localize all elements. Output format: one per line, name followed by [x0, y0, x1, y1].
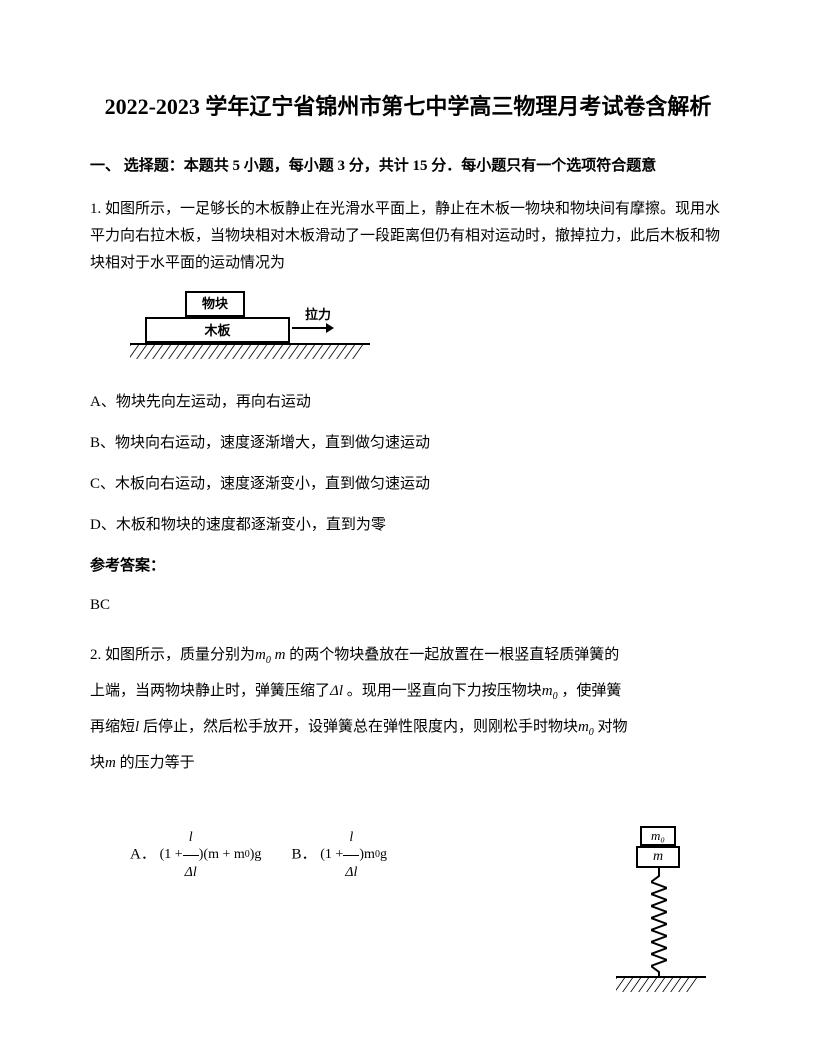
q1-option-c: C、木板向右运动，速度逐渐变小，直到做匀速运动 — [90, 471, 726, 498]
block-top: 物块 — [185, 291, 245, 317]
section-header: 一、 选择题：本题共 5 小题，每小题 3 分，共计 15 分．每小题只有一个选… — [90, 153, 726, 180]
q1-answer: BC — [90, 592, 726, 619]
block-bottom: 木板 — [145, 317, 290, 343]
q1-text: 1. 如图所示，一足够长的木板静止在光滑水平面上，静止在木板一物块和物块间有摩擦… — [90, 196, 726, 277]
force-arrow — [292, 327, 332, 329]
q1-option-a: A、物块先向左运动，再向右运动 — [90, 389, 726, 416]
spring-icon — [651, 868, 667, 978]
spring-block-m: m — [636, 846, 680, 868]
answer-label: 参考答案： — [90, 553, 726, 580]
force-label: 拉力 — [305, 303, 331, 326]
var-m0-2: m0 — [542, 683, 558, 699]
var-m0: m0 — [255, 647, 271, 663]
q2-option-a: A． (1 + lΔl)(m + m0)g — [130, 821, 261, 889]
spring-block-m0: m₀ — [640, 826, 676, 846]
q2-option-b: B． (1 + lΔl)m0g — [291, 821, 387, 889]
q1-option-d: D、木板和物块的速度都逐渐变小，直到为零 — [90, 512, 726, 539]
var-m-2: m — [105, 755, 116, 771]
q2-line1: 2. 如图所示，质量分别为m0 m 的两个物块叠放在一起放置在一根竖直轻质弹簧的 — [90, 637, 726, 673]
formula-b: (1 + lΔl)m0g — [320, 821, 387, 889]
q2-line2: 上端，当两物块静止时，弹簧压缩了Δl 。现用一竖直向下力按压物块m0 ，使弹簧 — [90, 673, 726, 709]
q1-diagram: 物块 木板 拉力 — [130, 291, 370, 371]
spring-diagram: m₀ m — [616, 826, 706, 996]
var-m0-3: m0 — [578, 719, 594, 735]
formula-a: (1 + lΔl)(m + m0)g — [160, 821, 262, 889]
question-1: 1. 如图所示，一足够长的木板静止在光滑水平面上，静止在木板一物块和物块间有摩擦… — [90, 196, 726, 619]
spring-ground — [616, 976, 706, 992]
q2-line3: 再缩短l 后停止，然后松手放开，设弹簧总在弹性限度内，则刚松手时物块m0 对物 — [90, 709, 726, 745]
var-delta-l: Δl — [330, 683, 343, 699]
exam-title: 2022-2023 学年辽宁省锦州市第七中学高三物理月考试卷含解析 — [90, 90, 726, 123]
var-m: m — [275, 647, 286, 663]
ground-surface — [130, 343, 370, 363]
q1-option-b: B、物块向右运动，速度逐渐增大，直到做匀速运动 — [90, 430, 726, 457]
q2-line4: 块m 的压力等于 — [90, 745, 726, 781]
